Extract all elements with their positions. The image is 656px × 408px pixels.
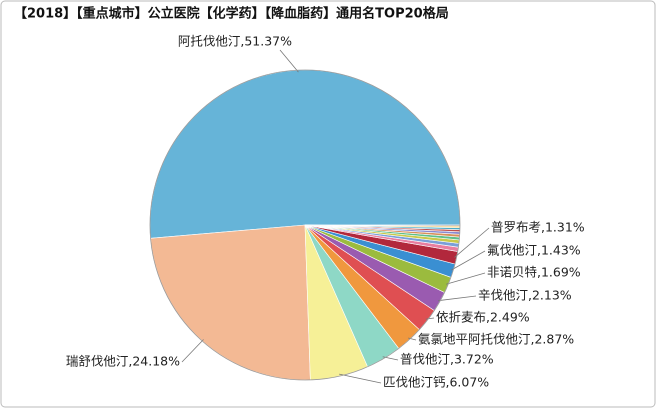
leader-line (445, 272, 486, 285)
slice-label: 依折麦布,2.49% (436, 310, 530, 325)
slice-label: 普罗布考,1.31% (491, 220, 585, 235)
leader-line (450, 250, 486, 271)
leader-line (408, 337, 417, 341)
leader-line (454, 227, 490, 258)
leader-line (425, 317, 435, 320)
leader-line (181, 339, 204, 363)
slice-label: 氟伐他汀,1.43% (487, 243, 581, 258)
leader-line (279, 49, 299, 73)
slice-label: 氨氯地平阿托伐他汀,2.87% (418, 332, 574, 347)
slice-label: 辛伐他汀,2.13% (478, 288, 572, 303)
slice-label: 匹伐他汀钙,6.07% (383, 375, 489, 390)
slice-label: 瑞舒伐他汀,24.18% (66, 354, 180, 369)
chart-title: 【2018】【重点城市】公立医院【化学药】【降血脂药】通用名TOP20格局 (14, 6, 449, 22)
slice-label: 阿托伐他汀,51.37% (178, 34, 292, 49)
leader-line (437, 295, 477, 302)
leader-line (339, 373, 382, 384)
slice-label: 非诺贝特,1.69% (487, 265, 581, 280)
slice-label: 普伐他汀,3.72% (400, 352, 494, 367)
pie-outline (149, 69, 461, 381)
